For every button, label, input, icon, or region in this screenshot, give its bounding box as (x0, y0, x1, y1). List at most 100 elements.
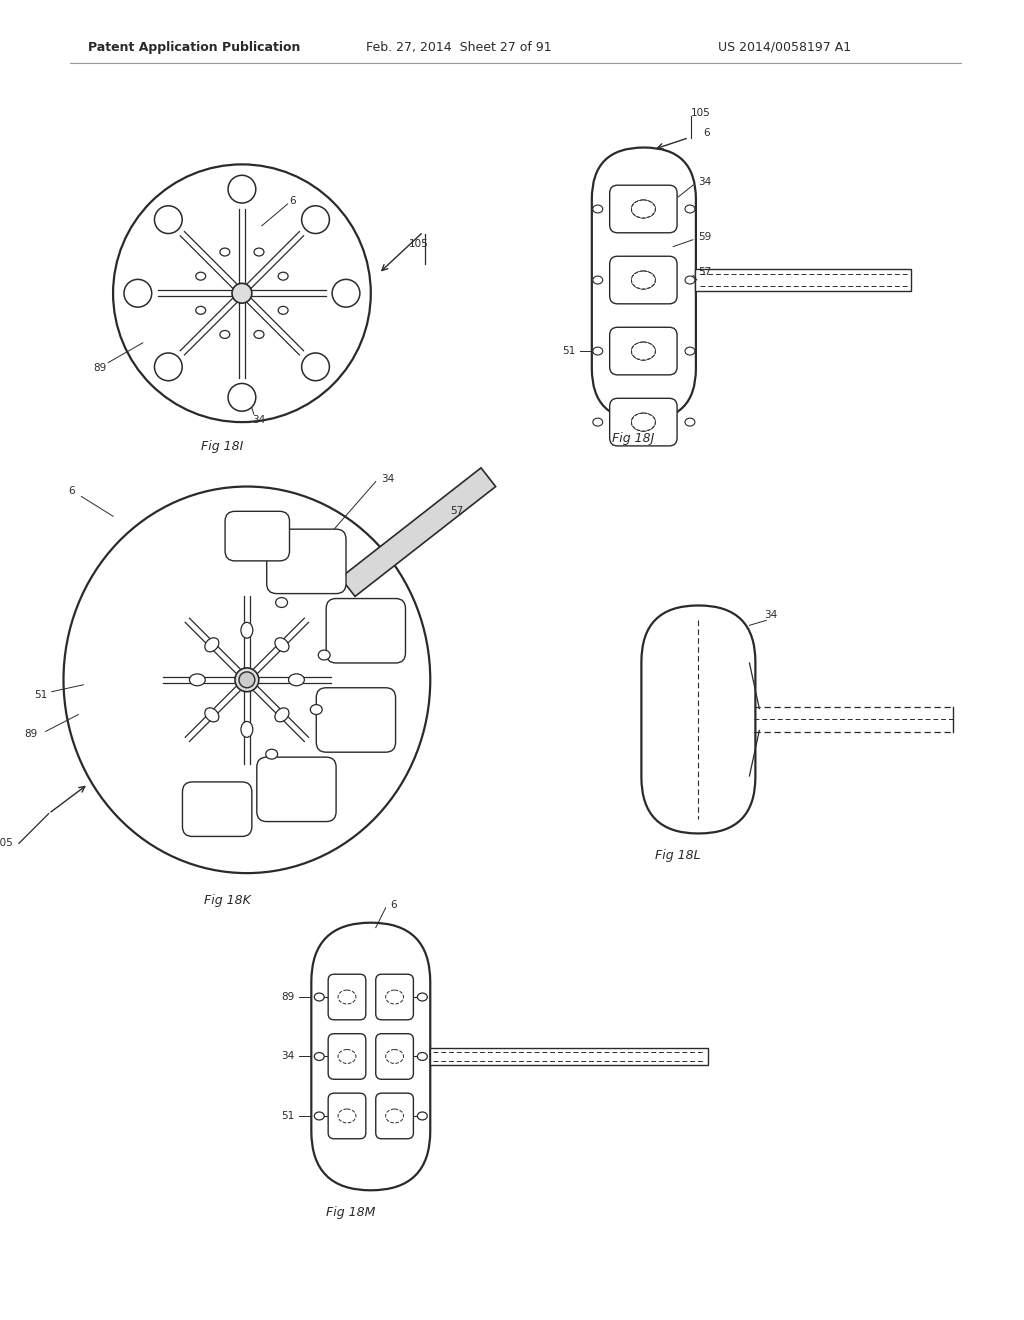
Ellipse shape (302, 206, 330, 234)
Text: Patent Application Publication: Patent Application Publication (88, 41, 301, 54)
Ellipse shape (338, 990, 356, 1005)
Ellipse shape (205, 638, 219, 652)
Ellipse shape (239, 672, 255, 688)
Ellipse shape (593, 418, 603, 426)
Ellipse shape (196, 272, 206, 280)
Ellipse shape (386, 990, 403, 1005)
Ellipse shape (220, 330, 229, 338)
Text: Fig 18L: Fig 18L (655, 849, 700, 862)
Text: Fig 18J: Fig 18J (612, 433, 654, 445)
Ellipse shape (685, 276, 695, 284)
Ellipse shape (632, 271, 655, 289)
Ellipse shape (63, 487, 430, 873)
Text: 59: 59 (698, 232, 711, 242)
Ellipse shape (241, 722, 253, 738)
Ellipse shape (189, 675, 205, 686)
Ellipse shape (632, 342, 655, 360)
Ellipse shape (279, 306, 288, 314)
Ellipse shape (155, 352, 182, 380)
FancyBboxPatch shape (609, 327, 677, 375)
Ellipse shape (314, 1111, 325, 1119)
Ellipse shape (685, 205, 695, 213)
FancyBboxPatch shape (225, 511, 290, 561)
Text: Fig 18M: Fig 18M (327, 1205, 376, 1218)
Ellipse shape (314, 993, 325, 1001)
Text: 89: 89 (93, 363, 106, 372)
Ellipse shape (275, 598, 288, 607)
Ellipse shape (593, 276, 603, 284)
Ellipse shape (632, 201, 655, 218)
Ellipse shape (632, 413, 655, 432)
Text: 105: 105 (409, 239, 428, 248)
Ellipse shape (632, 271, 655, 289)
FancyBboxPatch shape (376, 1034, 414, 1080)
Ellipse shape (254, 248, 264, 256)
Ellipse shape (289, 675, 304, 686)
Text: US 2014/0058197 A1: US 2014/0058197 A1 (718, 41, 851, 54)
Ellipse shape (265, 750, 278, 759)
FancyBboxPatch shape (376, 1093, 414, 1139)
FancyBboxPatch shape (266, 529, 346, 594)
Ellipse shape (113, 165, 371, 422)
Text: 6: 6 (290, 197, 296, 206)
Ellipse shape (632, 413, 655, 432)
Text: 89: 89 (282, 993, 295, 1002)
Ellipse shape (234, 668, 259, 692)
Ellipse shape (632, 201, 655, 218)
Text: Feb. 27, 2014  Sheet 27 of 91: Feb. 27, 2014 Sheet 27 of 91 (366, 41, 552, 54)
Text: 57: 57 (698, 267, 711, 277)
Ellipse shape (632, 413, 655, 432)
Ellipse shape (124, 280, 152, 308)
Ellipse shape (632, 271, 655, 289)
Ellipse shape (232, 284, 252, 304)
Ellipse shape (302, 352, 330, 380)
Polygon shape (340, 467, 496, 597)
FancyBboxPatch shape (328, 974, 366, 1020)
Ellipse shape (593, 205, 603, 213)
FancyBboxPatch shape (316, 688, 395, 752)
Ellipse shape (632, 201, 655, 218)
Ellipse shape (254, 330, 264, 338)
Text: 34: 34 (252, 414, 265, 425)
FancyBboxPatch shape (609, 185, 677, 232)
Text: 6: 6 (69, 487, 75, 496)
Text: Fig 18K: Fig 18K (204, 895, 251, 907)
Text: 34: 34 (764, 610, 777, 620)
Text: 34: 34 (698, 177, 711, 187)
Ellipse shape (274, 708, 289, 722)
Text: 89: 89 (24, 730, 37, 739)
Ellipse shape (155, 206, 182, 234)
Ellipse shape (205, 708, 219, 722)
Text: 51: 51 (34, 689, 47, 700)
Ellipse shape (314, 1052, 325, 1060)
Ellipse shape (632, 342, 655, 360)
FancyBboxPatch shape (328, 1034, 366, 1080)
Ellipse shape (241, 622, 253, 638)
Text: 51: 51 (562, 346, 575, 356)
FancyBboxPatch shape (609, 256, 677, 304)
Ellipse shape (332, 280, 359, 308)
Text: 105: 105 (691, 108, 711, 117)
Ellipse shape (685, 418, 695, 426)
Ellipse shape (228, 176, 256, 203)
Ellipse shape (593, 347, 603, 355)
Ellipse shape (632, 342, 655, 360)
Ellipse shape (386, 1049, 403, 1064)
Ellipse shape (220, 248, 229, 256)
Ellipse shape (418, 1052, 427, 1060)
Ellipse shape (338, 1049, 356, 1064)
Ellipse shape (274, 638, 289, 652)
Ellipse shape (418, 993, 427, 1001)
Ellipse shape (228, 383, 256, 412)
Text: 34: 34 (282, 1052, 295, 1061)
Text: 105: 105 (0, 838, 14, 849)
Text: 6: 6 (702, 128, 710, 137)
FancyBboxPatch shape (592, 148, 696, 420)
Ellipse shape (338, 1109, 356, 1123)
Ellipse shape (196, 306, 206, 314)
FancyBboxPatch shape (311, 923, 430, 1191)
FancyBboxPatch shape (327, 598, 406, 663)
Ellipse shape (279, 272, 288, 280)
Ellipse shape (310, 705, 323, 714)
FancyBboxPatch shape (641, 606, 756, 833)
